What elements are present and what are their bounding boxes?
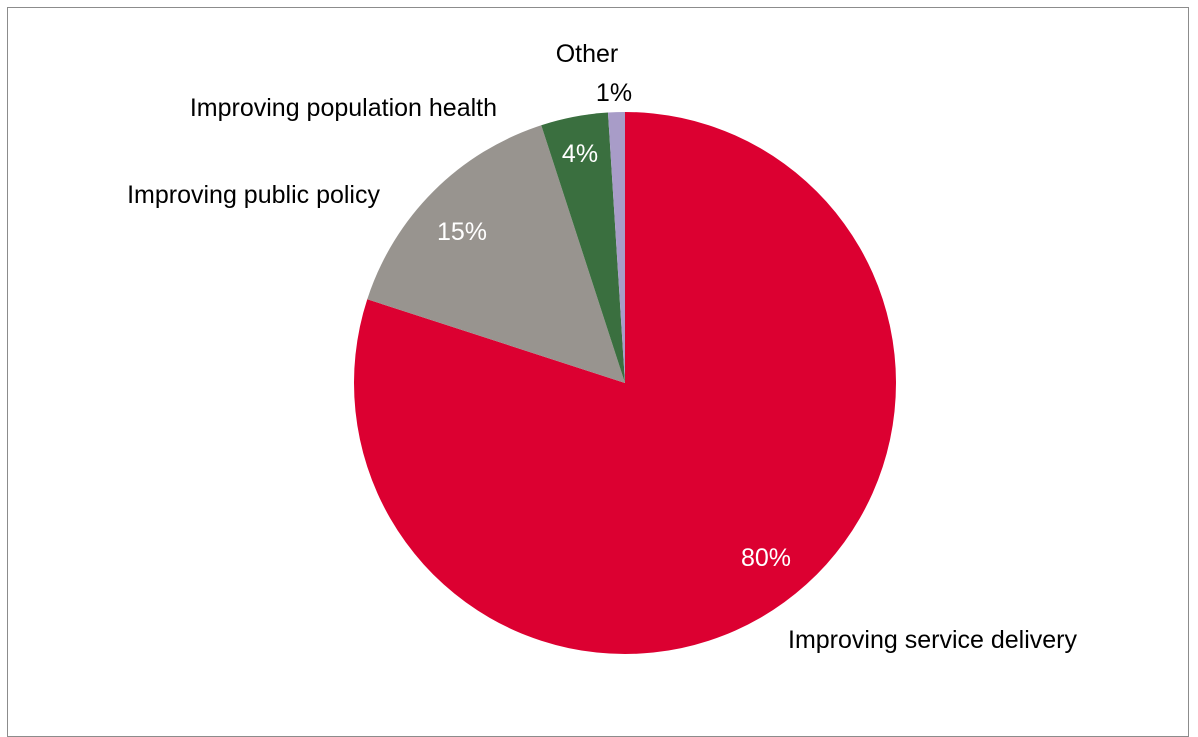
pie-slices [353,112,896,655]
pie-slice-public-policy [367,125,625,384]
slice-value-label-service-delivery: 80% [741,544,791,572]
pie-slice-population-health [541,112,625,383]
slice-value-label-public-policy: 15% [437,218,487,246]
slice-value-label-other: 1% [596,79,632,107]
slice-category-label-service-delivery: Improving service delivery [788,626,1077,654]
pie-slice-other [607,112,625,383]
pie-slice-service-delivery [353,112,896,655]
slice-value-label-population-health: 4% [562,140,598,168]
slice-category-label-other: Other [556,40,619,68]
slice-category-label-public-policy: Improving public policy [127,181,380,209]
slice-category-label-population-health: Improving population health [190,94,497,122]
pie-chart: 80% 15% 4% 1% Improving service delivery… [127,40,1077,655]
